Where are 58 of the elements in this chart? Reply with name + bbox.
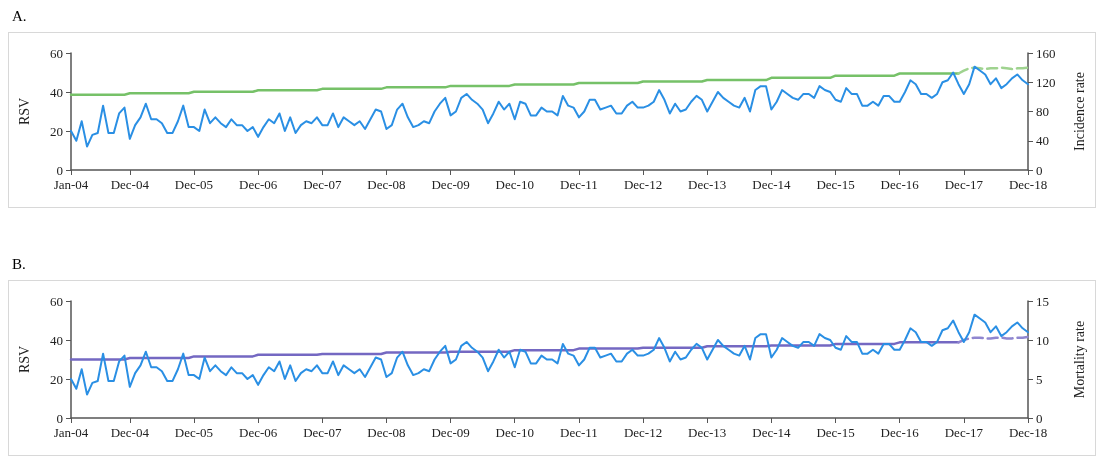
y-tick-label: 0 bbox=[56, 410, 63, 426]
chart-title: A. bbox=[11, 8, 28, 26]
x-tick-label: Dec-04 bbox=[110, 425, 150, 440]
x-tick-label: Dec-17 bbox=[944, 177, 984, 192]
y2-tick-label: 40 bbox=[1036, 133, 1049, 149]
x-tick-label: Dec-10 bbox=[495, 425, 534, 440]
x-tick-label: Dec-13 bbox=[688, 177, 727, 192]
y2-tick-label: 80 bbox=[1036, 104, 1049, 119]
x-tick-label: Dec-05 bbox=[174, 177, 214, 192]
x-tick-label: Dec-11 bbox=[560, 425, 598, 440]
y2-tick-label: 120 bbox=[1036, 74, 1056, 90]
y-tick-label: 60 bbox=[50, 293, 63, 309]
x-tick-label: Dec-14 bbox=[752, 177, 791, 192]
y-tick-label: 0 bbox=[56, 162, 63, 178]
x-tick-label: Dec-16 bbox=[880, 177, 920, 192]
x-tick-label: Dec-08 bbox=[367, 177, 406, 192]
line-series bbox=[70, 313, 1029, 396]
y-tick-label: 40 bbox=[50, 332, 63, 348]
x-tick-label: Dec-14 bbox=[752, 425, 791, 440]
line-series bbox=[69, 72, 960, 96]
y-axis-title: RSV bbox=[16, 345, 32, 374]
x-tick-label: Dec-16 bbox=[880, 425, 920, 440]
x-tick-label: Dec-18 bbox=[1008, 425, 1048, 440]
x-tick-label: Dec-12 bbox=[623, 177, 663, 192]
y-tick-label: 60 bbox=[50, 45, 63, 61]
line-series bbox=[70, 65, 1029, 148]
y2-tick-label: 15 bbox=[1036, 293, 1049, 309]
x-tick-label: Jan-04 bbox=[53, 177, 89, 192]
x-tick-label: Dec-11 bbox=[560, 177, 598, 192]
x-tick-label: Dec-07 bbox=[303, 425, 342, 440]
x-tick-label: Dec-04 bbox=[110, 177, 150, 192]
x-tick-label: Dec-18 bbox=[1008, 177, 1048, 192]
y2-tick-label: 5 bbox=[1036, 371, 1043, 387]
y2-axis-title: Incidence rate bbox=[1071, 72, 1087, 151]
x-tick-label: Dec-09 bbox=[431, 177, 470, 192]
x-tick-label: Dec-09 bbox=[431, 425, 470, 440]
x-tick-label: Dec-05 bbox=[174, 425, 214, 440]
y2-tick-label: 10 bbox=[1036, 332, 1049, 348]
y-axis-title: RSV bbox=[16, 97, 32, 126]
x-tick-label: Jan-04 bbox=[53, 425, 89, 440]
y-tick-label: 40 bbox=[50, 84, 63, 100]
y2-axis-title: Mortality rate bbox=[1071, 320, 1087, 399]
y2-tick-label: 0 bbox=[1036, 162, 1043, 178]
x-tick-label: Dec-15 bbox=[816, 425, 855, 440]
y-tick-label: 20 bbox=[50, 123, 63, 139]
x-tick-label: Dec-06 bbox=[238, 177, 278, 192]
y-tick-label: 20 bbox=[50, 371, 63, 387]
x-tick-label: Dec-08 bbox=[367, 425, 406, 440]
x-tick-label: Dec-13 bbox=[688, 425, 727, 440]
x-tick-label: Dec-12 bbox=[623, 425, 663, 440]
x-tick-label: Dec-15 bbox=[816, 177, 855, 192]
x-tick-label: Dec-10 bbox=[495, 177, 534, 192]
y2-tick-label: 160 bbox=[1036, 45, 1056, 61]
y2-tick-label: 0 bbox=[1036, 410, 1043, 426]
x-tick-label: Dec-06 bbox=[238, 425, 278, 440]
x-tick-label: Dec-07 bbox=[303, 177, 342, 192]
x-tick-label: Dec-17 bbox=[944, 425, 984, 440]
chart-title: B. bbox=[11, 256, 27, 274]
